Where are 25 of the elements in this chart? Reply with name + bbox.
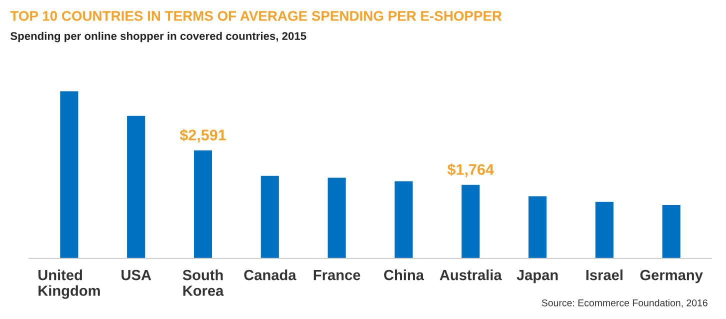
bar bbox=[595, 202, 614, 258]
x-tick-label: United Kingdom bbox=[38, 270, 100, 299]
chart-subtitle: Spending per online shopper in covered countries, 2015 bbox=[10, 32, 306, 42]
bar bbox=[194, 150, 212, 258]
bar bbox=[127, 116, 146, 258]
bar bbox=[60, 91, 78, 258]
x-tick-label: USA bbox=[122, 270, 152, 280]
x-tick-label: Canada bbox=[244, 270, 296, 280]
chart-title: TOP 10 COUNTRIES IN TERMS OF AVERAGE SPENDING PER E-SHOPPER bbox=[10, 11, 502, 21]
bar bbox=[662, 205, 680, 258]
x-tick-label: South Korea bbox=[182, 270, 224, 296]
x-tick-label: Japan bbox=[516, 270, 558, 284]
x-tick-label: China bbox=[384, 270, 424, 280]
bar bbox=[462, 184, 480, 258]
data-label: $1,764 bbox=[447, 163, 494, 178]
source-note: Source: Ecommerce Foundation, 2016 bbox=[542, 299, 708, 308]
x-tick-label: Israel bbox=[586, 270, 622, 280]
bar bbox=[260, 176, 279, 258]
x-tick-label: Germany bbox=[640, 270, 703, 284]
bar bbox=[328, 178, 346, 258]
bar bbox=[528, 196, 547, 258]
x-tick-label: Australia bbox=[440, 270, 502, 280]
x-tick-label: France bbox=[314, 270, 360, 280]
bar bbox=[394, 181, 413, 258]
data-label: $2,591 bbox=[180, 128, 226, 143]
